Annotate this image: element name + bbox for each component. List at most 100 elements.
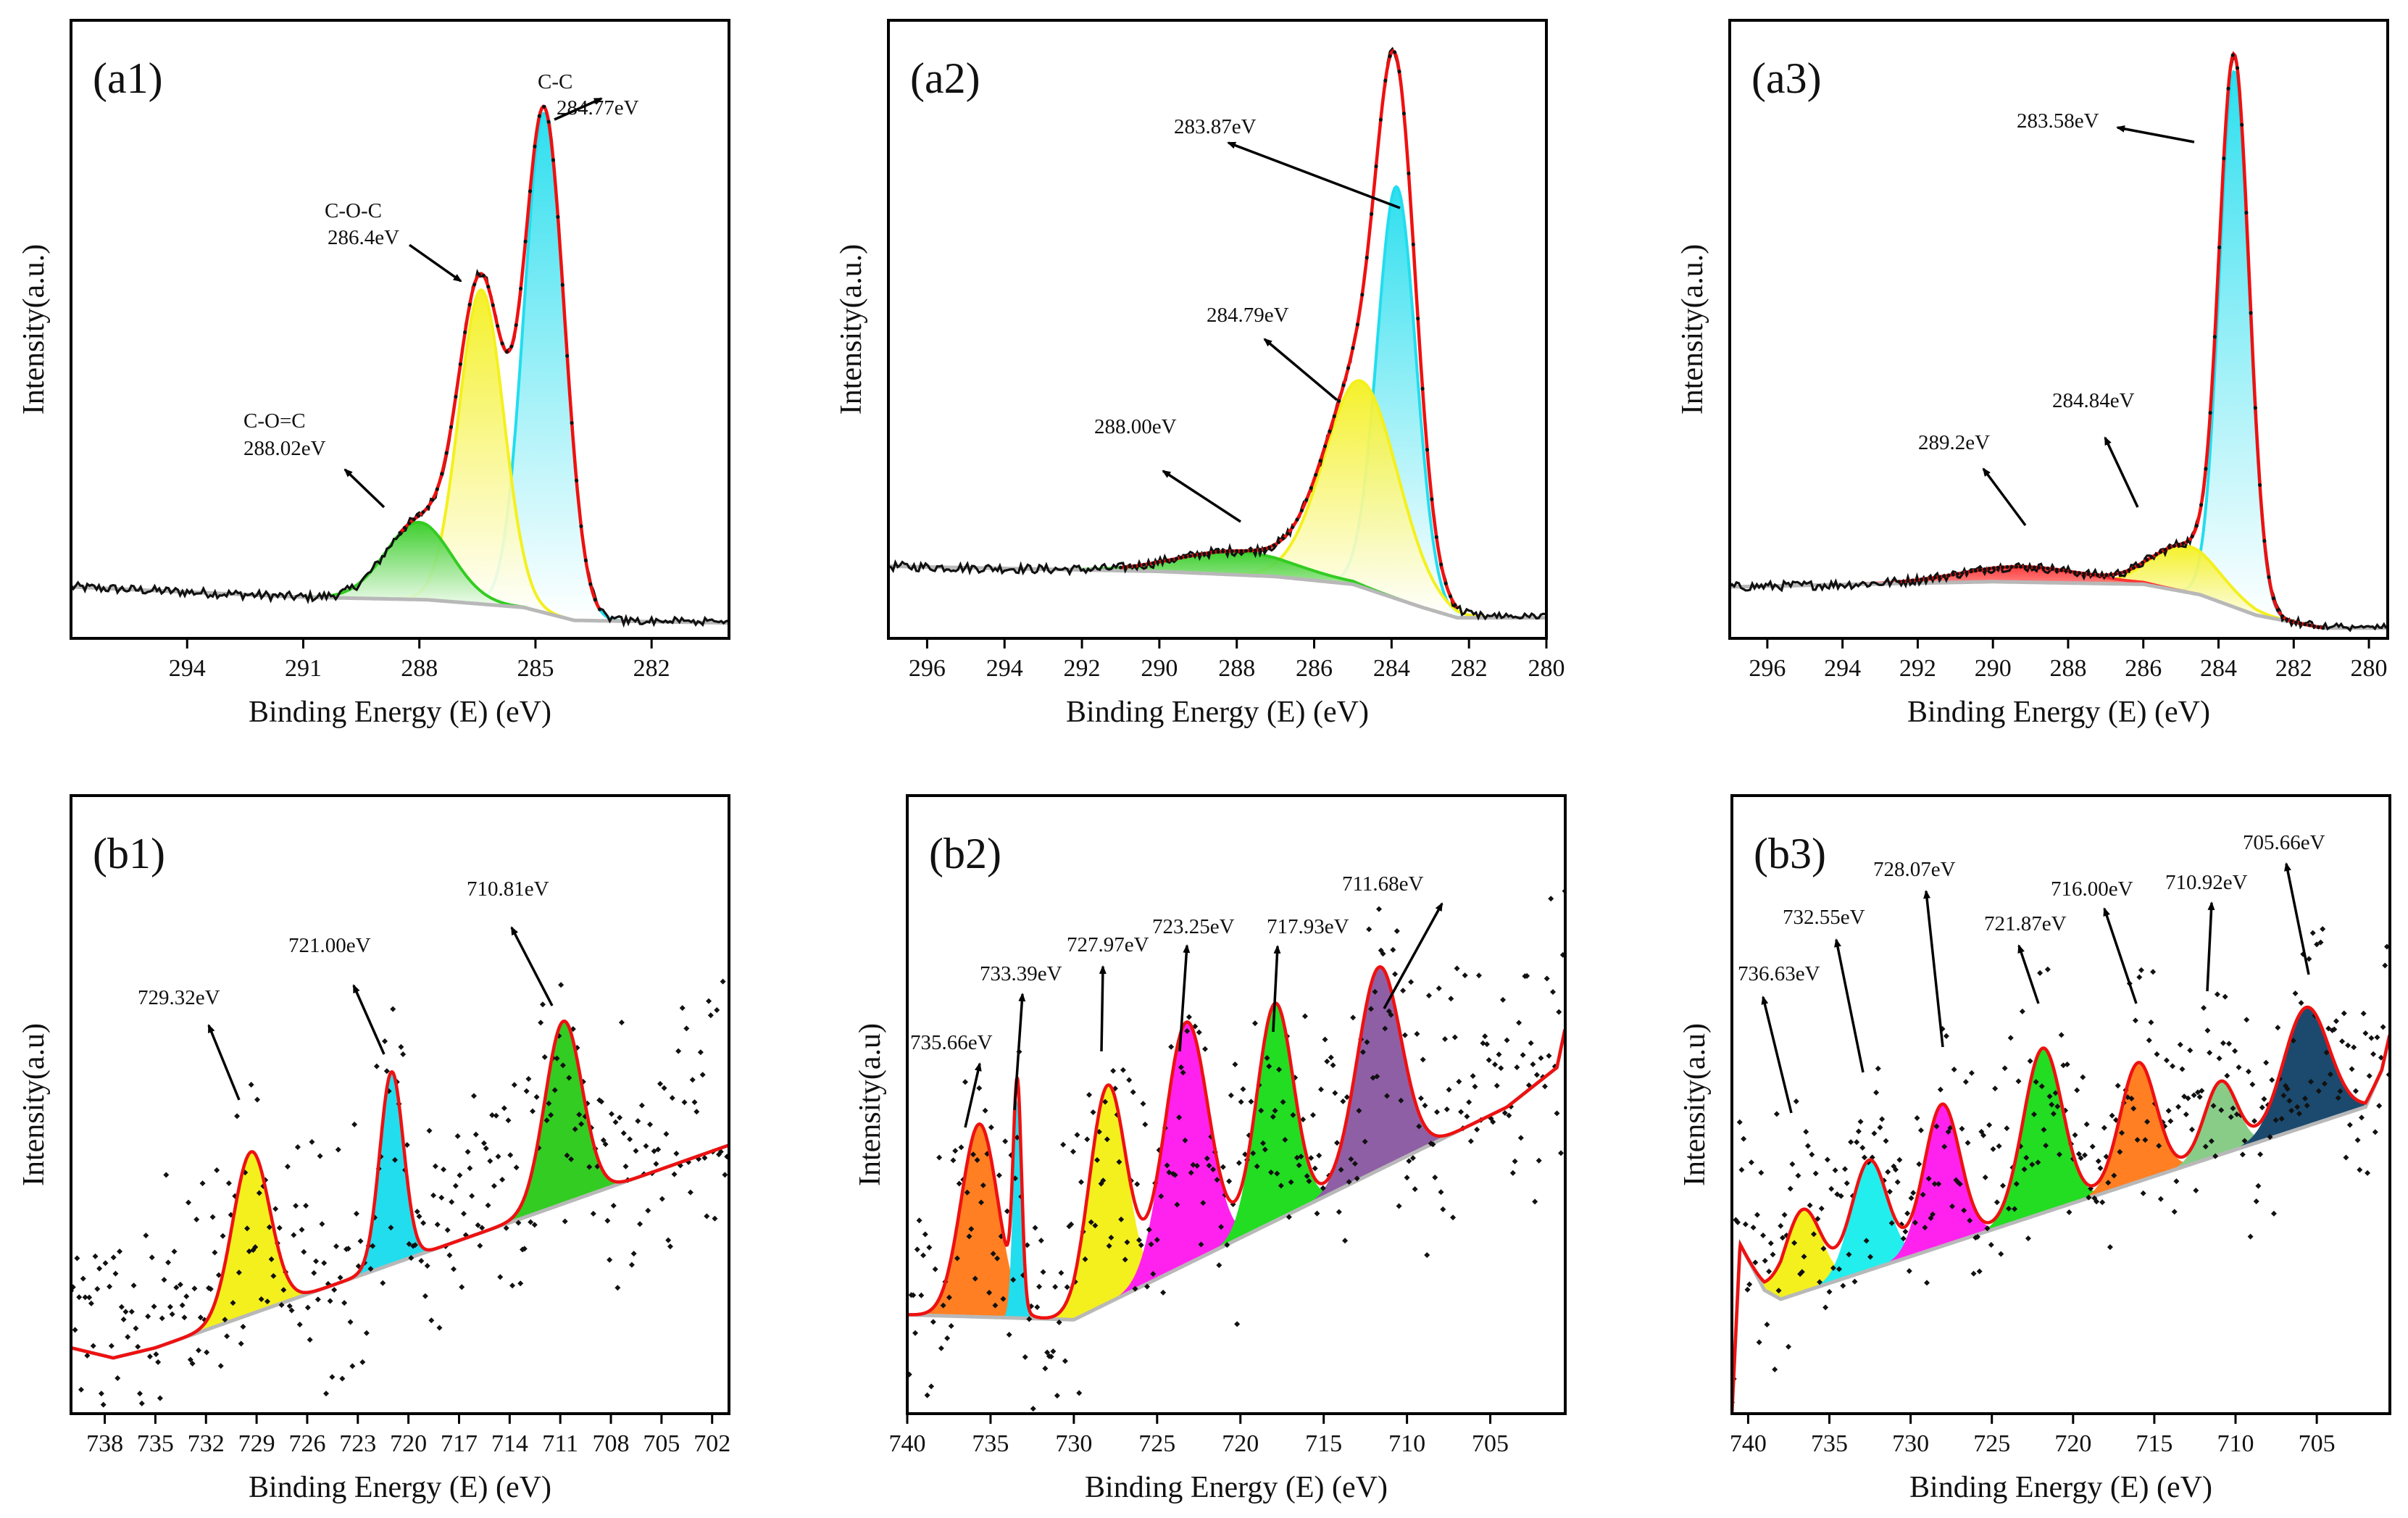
data-point [1915, 577, 1919, 582]
data-point [1054, 1393, 1060, 1399]
data-point [130, 1283, 137, 1289]
data-point [1930, 1211, 1936, 1217]
data-point [1812, 1170, 1819, 1177]
data-point [373, 1063, 380, 1069]
data-point [420, 1219, 427, 1226]
data-point [1210, 1166, 1217, 1172]
data-point [294, 1144, 301, 1151]
data-point [2241, 1138, 2248, 1144]
data-point [1062, 1358, 1068, 1364]
peak-energy-label: 732.55eV [1783, 906, 1865, 929]
data-point [627, 1136, 633, 1143]
data-point [1056, 1319, 1062, 1325]
data-point [1266, 1063, 1272, 1069]
data-point [2066, 1209, 2072, 1216]
data-point [1491, 1062, 1498, 1068]
data-point [72, 1327, 78, 1333]
data-point [1883, 1138, 1889, 1144]
annotation-arrow [343, 468, 386, 509]
data-point [602, 1141, 609, 1148]
data-point [1006, 1332, 1012, 1338]
data-point [1946, 573, 1951, 577]
x-tick-label-b3: 710 [2217, 1430, 2254, 1457]
data-point [177, 1281, 183, 1288]
data-point [1925, 1175, 1932, 1182]
data-point [270, 1273, 277, 1280]
data-point [112, 1270, 119, 1277]
x-tick-label-b3: 740 [1730, 1430, 1767, 1457]
data-point [1304, 1173, 1310, 1180]
data-point [1078, 1179, 1084, 1185]
data-point [421, 510, 425, 514]
data-point [2249, 311, 2253, 315]
data-point [197, 1314, 204, 1321]
peak-energy-label: 721.00eV [288, 934, 371, 957]
x-axis-title-b1: Binding Energy (E) (eV) [249, 1471, 551, 1504]
data-point [1456, 1078, 1462, 1085]
data-point [380, 1280, 386, 1286]
data-point [2146, 1037, 2152, 1043]
data-point [548, 1112, 554, 1118]
annotation-arrow [510, 926, 554, 1006]
data-point [1224, 1242, 1230, 1248]
data-point [2294, 1104, 2301, 1110]
data-point [359, 1359, 366, 1365]
data-point [663, 1130, 670, 1137]
data-point [1464, 1113, 1470, 1119]
data-point [136, 1390, 143, 1397]
data-point [1108, 1234, 1115, 1240]
data-point [1467, 1138, 1474, 1145]
peak-energy-label: 728.07eV [1873, 858, 1956, 881]
data-point [1970, 1270, 1977, 1277]
data-point [2201, 1005, 2207, 1012]
data-point [1365, 256, 1369, 260]
data-point [2176, 543, 2181, 547]
data-point [1434, 535, 1438, 539]
data-point [1026, 1316, 1033, 1322]
data-point [2275, 608, 2280, 612]
data-point [230, 1300, 236, 1306]
data-point [408, 1255, 414, 1261]
data-point [1170, 557, 1174, 562]
data-point [2222, 993, 2228, 1000]
x-tick-label-a2: 286 [1296, 655, 1333, 682]
data-point [1407, 171, 1411, 175]
data-point [1328, 429, 1332, 433]
data-point [1196, 1029, 1202, 1035]
data-point [388, 1225, 394, 1231]
data-point [701, 1154, 708, 1161]
data-point [635, 1118, 641, 1125]
data-point [1867, 1254, 1874, 1260]
data-point [622, 1163, 629, 1169]
data-point [430, 498, 435, 502]
data-point [1886, 1188, 1893, 1195]
data-point [1462, 972, 1468, 979]
data-point [161, 1277, 167, 1283]
data-point [1238, 1098, 1244, 1105]
data-point [1296, 1162, 1302, 1169]
data-point [2050, 567, 2054, 571]
data-point [1258, 1107, 1265, 1114]
data-point [1543, 975, 1550, 982]
data-point [428, 1317, 435, 1324]
data-point [2230, 53, 2235, 57]
x-tick-label-b2: 715 [1305, 1430, 1342, 1457]
data-point [2127, 568, 2131, 572]
data-point [1912, 1219, 1918, 1226]
data-point [1924, 1280, 1930, 1286]
data-point [1406, 1158, 1412, 1164]
annotation-arrow [1162, 470, 1241, 523]
data-point [1118, 565, 1123, 570]
data-point [110, 1254, 117, 1261]
data-point [1942, 574, 1946, 578]
data-point [1799, 1269, 1805, 1275]
peak-fill-a1-1 [393, 290, 572, 620]
data-point [1541, 1083, 1548, 1090]
data-point [570, 421, 574, 425]
data-point [1126, 1077, 1133, 1083]
data-point [1509, 1169, 1516, 1176]
data-point [1482, 1033, 1488, 1040]
data-point [207, 1285, 214, 1292]
data-point [438, 1194, 445, 1201]
data-point [1226, 1178, 1233, 1185]
